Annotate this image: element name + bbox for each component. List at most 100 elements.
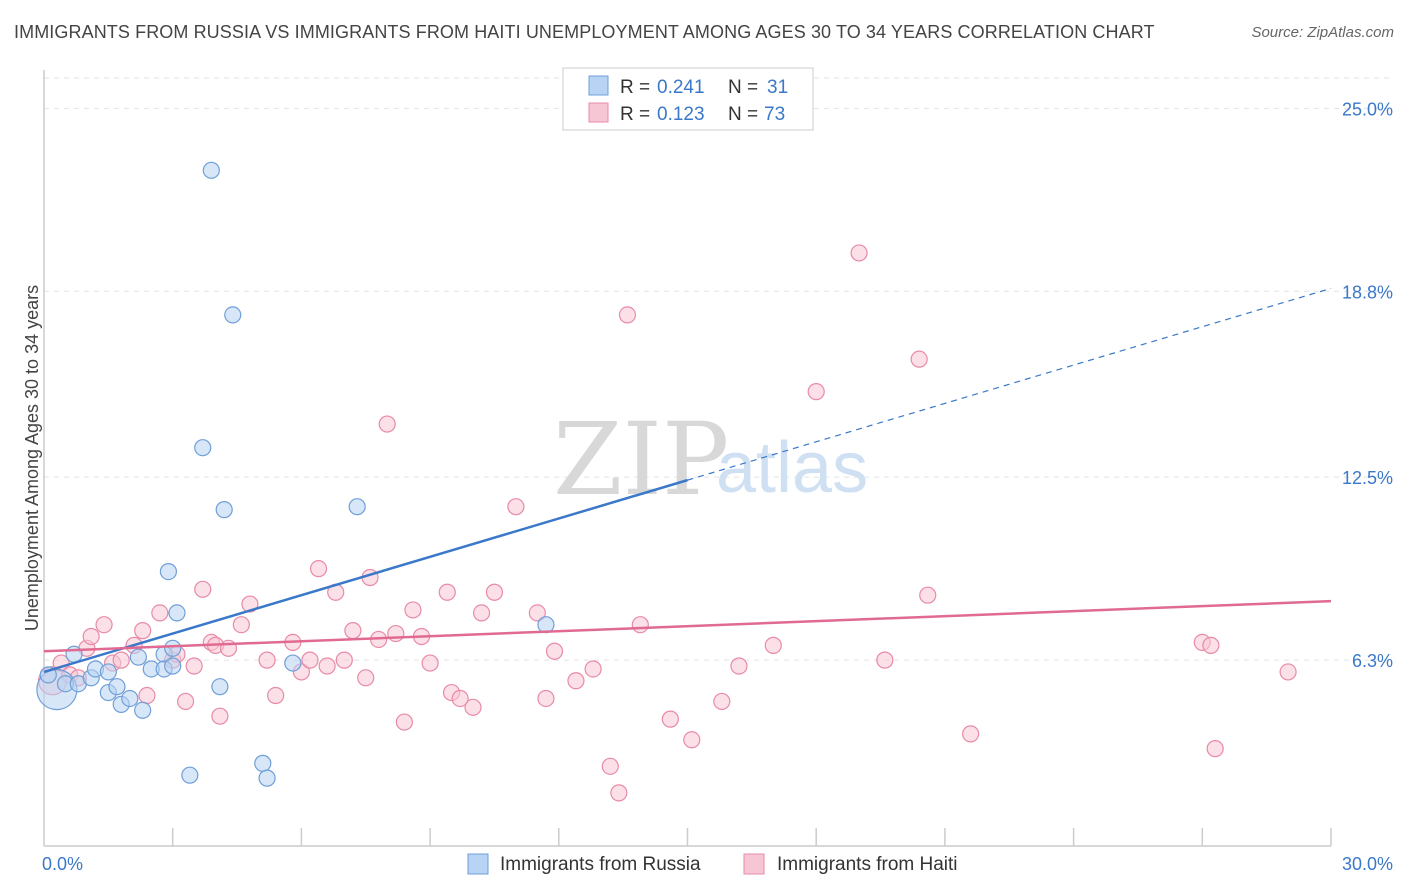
scatter-point: [164, 657, 182, 675]
scatter-point: [485, 583, 504, 601]
scatter-point: [194, 439, 212, 457]
scatter-point: [344, 622, 362, 640]
scatter-point: [962, 725, 980, 743]
scatter-point: [464, 698, 482, 716]
legend-r-value-russia: 0.241: [657, 77, 705, 98]
legend-swatch-russia: [588, 75, 609, 96]
trend-lines: [43, 287, 1332, 674]
scatter-point: [254, 754, 272, 772]
scatter-point: [387, 624, 405, 643]
scatter-point: [258, 651, 276, 669]
scatter-point: [284, 654, 302, 672]
legend-swatch-haiti: [588, 102, 609, 123]
y-tick-label: 12.5%: [1342, 468, 1393, 488]
scatter-point: [95, 616, 113, 634]
scatter-point: [309, 560, 328, 578]
scatter-point: [181, 766, 199, 784]
scatter-point: [121, 689, 139, 708]
scatter-point: [258, 769, 276, 787]
chart-title: IMMIGRANTS FROM RUSSIA VS IMMIGRANTS FRO…: [14, 22, 1155, 42]
scatter-point: [713, 692, 731, 711]
scatter-point: [919, 586, 937, 604]
scatter-point: [1279, 663, 1297, 681]
scatter-point: [507, 498, 525, 516]
scatter-point: [661, 710, 679, 728]
series-haiti-points: [37, 244, 1297, 802]
scatter-point: [335, 651, 353, 669]
scatter-point: [159, 562, 178, 581]
scatter-point: [764, 636, 782, 654]
x-tick-label-min: 0.0%: [42, 854, 83, 874]
scatter-point: [1202, 636, 1220, 654]
scatter-point: [82, 627, 100, 646]
scatter-point: [348, 498, 366, 516]
y-axis-label: Unemployment Among Ages 30 to 34 years: [22, 285, 42, 631]
scatter-point: [876, 651, 894, 669]
scatter-point: [151, 604, 169, 622]
scatter-point: [138, 686, 156, 705]
scatter-point: [1206, 740, 1224, 758]
scatter-point: [194, 580, 212, 598]
scatter-point: [438, 583, 456, 601]
trend-line-russia: [43, 478, 688, 674]
scatter-point: [267, 686, 285, 705]
legend-r-value-haiti: 0.123: [657, 104, 705, 125]
scatter-point: [134, 701, 152, 719]
chart-source: Source: ZipAtlas.com: [1251, 24, 1394, 41]
scatter-point: [99, 663, 117, 681]
scatter-point: [610, 784, 628, 802]
bottom-legend: Immigrants from Russia Immigrants from H…: [467, 853, 958, 875]
legend-n-label-russia: N =: [728, 77, 758, 98]
scatter-point: [318, 657, 336, 675]
scatter-point: [451, 689, 469, 708]
scatter-point: [112, 651, 130, 669]
bottom-legend-swatch-haiti: [743, 853, 765, 875]
scatter-point: [528, 604, 546, 622]
scatter-point: [683, 731, 701, 749]
scatter-point: [472, 604, 491, 622]
scatter-point: [202, 161, 220, 179]
scatter-point: [232, 616, 250, 634]
scatter-point: [215, 501, 233, 519]
scatter-point: [129, 648, 147, 666]
scatter-point: [211, 707, 229, 725]
watermark-atlas: atlas: [716, 428, 868, 508]
scatter-point: [357, 669, 375, 687]
scatter-point: [185, 657, 203, 675]
legend: R = 0.241 N = 31 R = 0.123 N = 73: [562, 67, 814, 131]
y-tick-label: 25.0%: [1342, 99, 1393, 119]
scatter-point: [65, 645, 83, 663]
series-russia-points: [36, 161, 555, 787]
legend-n-label-haiti: N =: [728, 104, 758, 125]
scatter-point: [567, 672, 585, 690]
scatter-point: [211, 678, 229, 696]
scatter-point: [134, 622, 152, 640]
scatter-point: [224, 306, 242, 324]
scatter-point: [395, 713, 413, 731]
scatter-point: [618, 306, 637, 324]
trend-line-russia-extrapolated: [687, 287, 1332, 481]
scatter-point: [421, 654, 439, 672]
scatter-point: [631, 616, 649, 634]
scatter-point: [164, 639, 182, 657]
y-tick-label: 18.8%: [1342, 282, 1393, 302]
trend-line-haiti: [43, 599, 1332, 653]
scatter-point: [807, 383, 825, 401]
bottom-legend-swatch-russia: [467, 853, 489, 875]
legend-r-label-haiti: R =: [620, 104, 650, 125]
x-tick-marks: [171, 828, 1332, 846]
bottom-legend-label-russia: Immigrants from Russia: [500, 854, 701, 875]
legend-n-value-russia: 31: [767, 77, 788, 98]
scatter-point: [378, 415, 396, 433]
legend-n-value-haiti: 73: [764, 104, 785, 125]
scatter-point: [545, 642, 564, 660]
scatter-point: [850, 244, 868, 262]
scatter-point: [601, 757, 619, 775]
grid-lines: [44, 77, 1393, 661]
scatter-point: [537, 689, 555, 708]
scatter-point: [168, 604, 186, 622]
bottom-legend-label-haiti: Immigrants from Haiti: [777, 854, 958, 875]
scatter-point: [176, 692, 195, 711]
watermark-zip: ZIP: [553, 401, 729, 518]
